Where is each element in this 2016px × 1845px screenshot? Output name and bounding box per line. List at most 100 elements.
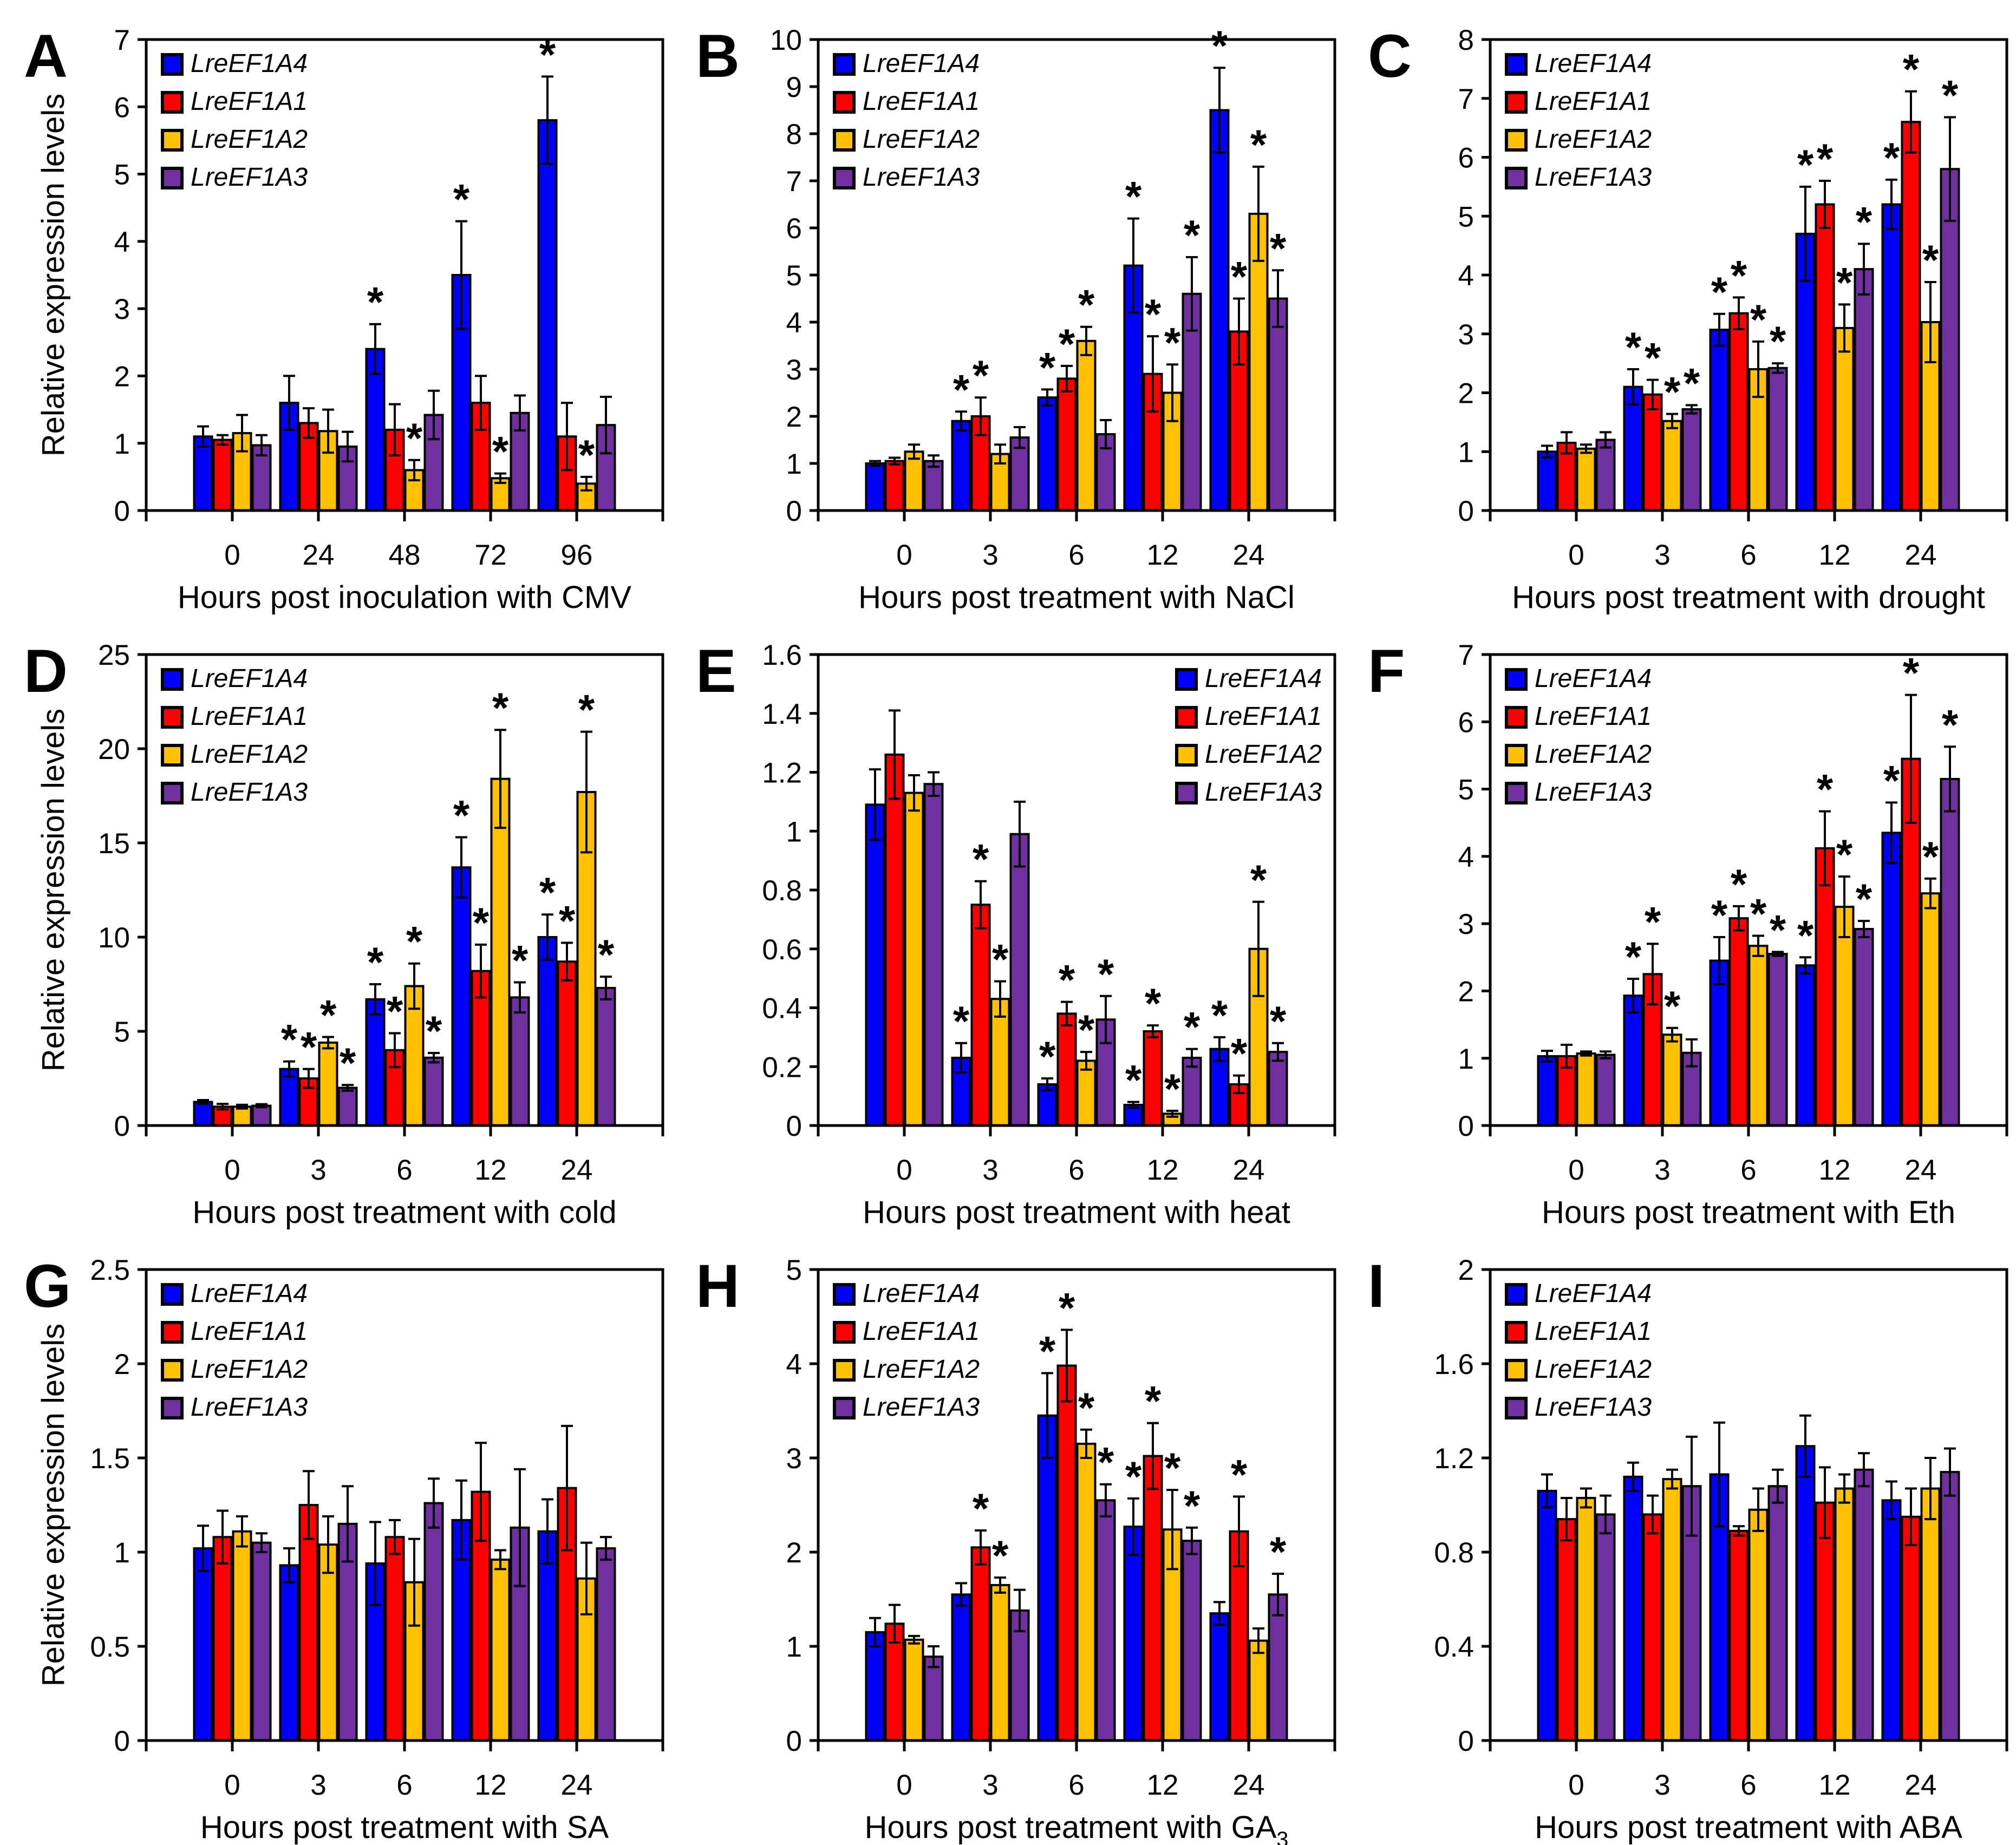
- bar-LreEF1A4-24h: [1881, 832, 1902, 1127]
- legend-swatch-LreEF1A1: [1505, 91, 1528, 114]
- bar-LreEF1A4-0h: [865, 1631, 885, 1742]
- significance-asterisk: *: [1817, 766, 1834, 813]
- y-tick-label: 1: [786, 1631, 802, 1663]
- y-tick-label: 20: [98, 734, 130, 766]
- significance-asterisk: *: [1039, 343, 1056, 391]
- significance-asterisk: *: [1164, 1065, 1181, 1113]
- legend-label-LreEF1A3: LreEF1A3: [191, 778, 308, 807]
- significance-asterisk: *: [598, 931, 615, 978]
- bar-LreEF1A1-0h: [212, 1536, 233, 1742]
- significance-asterisk: *: [953, 365, 970, 413]
- legend-swatch-LreEF1A2: [1175, 744, 1198, 767]
- significance-asterisk: *: [281, 1016, 298, 1063]
- x-tick-label: 12: [475, 1769, 507, 1801]
- y-tick-label: 6: [786, 213, 802, 245]
- x-tick-label: 6: [396, 1769, 412, 1801]
- significance-asterisk: *: [992, 1532, 1009, 1579]
- y-tick-label: 7: [1458, 639, 1474, 671]
- y-tick-label: 0.4: [1434, 1631, 1474, 1663]
- bar-LreEF1A1-6h: [1056, 1012, 1077, 1127]
- legend-swatch-LreEF1A2: [161, 744, 184, 767]
- bar-LreEF1A4-12h: [451, 866, 472, 1127]
- bar-LreEF1A4-12h: [1123, 1526, 1144, 1742]
- bar-LreEF1A2-6h: [1748, 945, 1769, 1127]
- significance-asterisk: *: [492, 684, 509, 731]
- bar-LreEF1A3-12h: [510, 996, 530, 1127]
- y-tick-label: 0.8: [762, 875, 802, 907]
- y-tick-label: 1.2: [762, 757, 802, 789]
- x-tick-label: 3: [1654, 1769, 1670, 1801]
- bar-LreEF1A2-3h: [318, 1543, 338, 1742]
- significance-asterisk: *: [1883, 134, 1900, 181]
- bar-LreEF1A4-0h: [1537, 1055, 1557, 1127]
- bar-LreEF1A1-3h: [1642, 1513, 1663, 1742]
- significance-asterisk: *: [1645, 898, 1661, 945]
- significance-asterisk: *: [973, 1484, 989, 1532]
- legend-label-LreEF1A4: LreEF1A4: [1205, 664, 1322, 693]
- panel-letter: G: [24, 1252, 71, 1320]
- x-axis-title: Hours post treatment with drought: [1512, 580, 1985, 615]
- x-axis-title: Hours post inoculation with CMV: [178, 580, 631, 615]
- significance-asterisk: *: [1903, 45, 1920, 93]
- y-tick-label: 0.4: [762, 993, 802, 1025]
- bar-LreEF1A2-3h: [990, 998, 1010, 1127]
- bar-LreEF1A4-24h: [1209, 109, 1230, 512]
- bar-LreEF1A2-3h: [990, 1584, 1010, 1742]
- significance-asterisk: *: [340, 1039, 356, 1087]
- y-tick-label: 8: [1458, 24, 1474, 56]
- bar-LreEF1A3-6h: [423, 1502, 444, 1742]
- legend-swatch-LreEF1A3: [161, 167, 184, 189]
- legend-swatch-LreEF1A1: [161, 1321, 184, 1344]
- bar-LreEF1A3-3h: [1681, 408, 1702, 512]
- significance-asterisk: *: [1270, 1528, 1287, 1575]
- y-tick-label: 2: [1458, 378, 1474, 410]
- x-tick-label: 0: [896, 539, 912, 571]
- x-tick-label: 3: [1654, 539, 1670, 571]
- significance-asterisk: *: [1942, 71, 1959, 119]
- legend-swatch-LreEF1A4: [833, 53, 856, 76]
- legend-label-LreEF1A2: LreEF1A2: [191, 740, 308, 769]
- significance-asterisk: *: [1270, 224, 1287, 272]
- x-tick-label: 3: [982, 539, 998, 571]
- legend-swatch-LreEF1A2: [1505, 744, 1528, 767]
- bar-LreEF1A4-0h: [193, 1547, 213, 1742]
- panel-letter: H: [696, 1252, 740, 1320]
- bar-LreEF1A3-0h: [1595, 1054, 1616, 1127]
- x-tick-label: 6: [1068, 539, 1084, 571]
- significance-asterisk: *: [1750, 296, 1767, 343]
- y-tick-label: 2: [786, 1537, 802, 1569]
- x-tick-label: 3: [310, 1154, 326, 1186]
- plot-frame: [1489, 653, 2008, 1127]
- bar-LreEF1A2-3h: [1662, 1478, 1682, 1742]
- bar-LreEF1A3-12h: [1182, 1540, 1202, 1742]
- bar-LreEF1A4-6h: [1709, 959, 1730, 1127]
- legend-label-LreEF1A4: LreEF1A4: [1535, 1279, 1652, 1308]
- bar-LreEF1A3-24h: [1268, 1051, 1288, 1127]
- panel-letter: I: [1368, 1252, 1385, 1320]
- significance-asterisk: *: [1250, 856, 1267, 904]
- x-tick-label: 24: [303, 539, 335, 571]
- panel-letter: A: [24, 22, 68, 90]
- legend-label-LreEF1A2: LreEF1A2: [1535, 1355, 1652, 1384]
- y-tick-label: 9: [786, 71, 802, 103]
- x-tick-label: 96: [561, 539, 593, 571]
- x-tick-label: 24: [1905, 1154, 1937, 1186]
- bar-LreEF1A1-6h: [1728, 1529, 1749, 1742]
- significance-asterisk: *: [1125, 1453, 1142, 1500]
- plot-frame: [817, 653, 1336, 1127]
- x-tick-label: 0: [224, 539, 240, 571]
- y-tick-label: 1: [786, 816, 802, 848]
- x-tick-label: 12: [475, 1154, 507, 1186]
- x-tick-label: 24: [1233, 1769, 1265, 1801]
- x-tick-label: 12: [1819, 1769, 1851, 1801]
- legend-label-LreEF1A1: LreEF1A1: [191, 87, 308, 116]
- bar-LreEF1A2-12h: [1834, 326, 1855, 512]
- bar-LreEF1A4-3h: [1623, 1475, 1643, 1742]
- bar-LreEF1A4-0h: [1537, 450, 1557, 512]
- y-tick-label: 10: [98, 922, 130, 954]
- legend-label-LreEF1A4: LreEF1A4: [863, 1279, 980, 1308]
- significance-asterisk: *: [1231, 1450, 1248, 1498]
- legend-label-LreEF1A4: LreEF1A4: [191, 49, 308, 78]
